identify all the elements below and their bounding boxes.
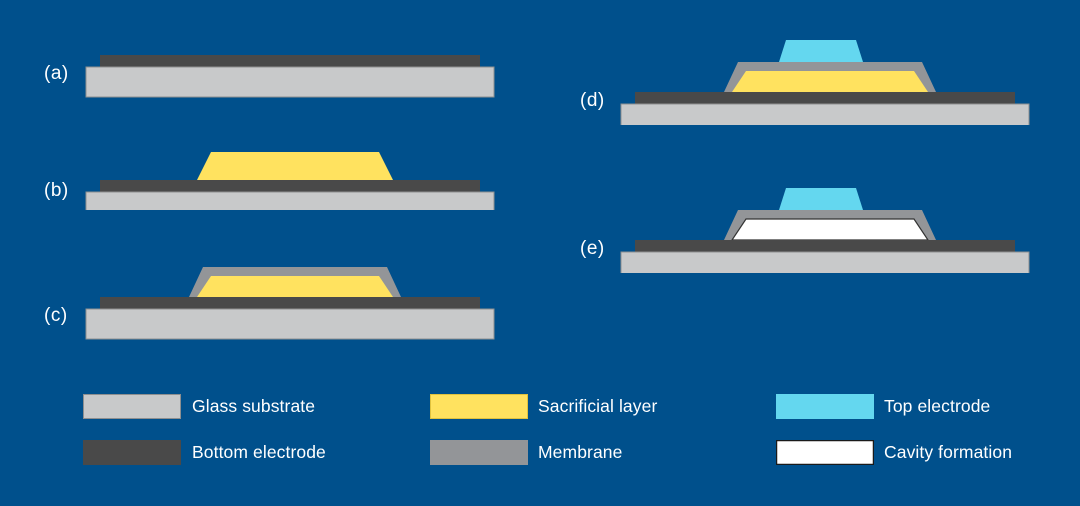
layer-bottom-electrode: [635, 240, 1015, 252]
layer-cavity: [730, 218, 930, 241]
layer-sacrificial: [197, 276, 393, 297]
layer-glass-substrate: [85, 191, 495, 210]
panel-b-diagram: [85, 152, 495, 210]
legend-label-bottom-electrode: Bottom electrode: [192, 442, 326, 462]
layer-glass-substrate: [85, 308, 495, 340]
layer-bottom-electrode: [100, 55, 480, 67]
legend-label-sacrificial-layer: Sacrificial layer: [538, 396, 658, 416]
panel-label-e: (e): [580, 238, 605, 259]
panel-label-a: (a): [44, 63, 69, 84]
layer-glass-substrate: [620, 103, 1030, 125]
panel-label-d: (d): [580, 90, 605, 111]
layer-bottom-electrode: [100, 180, 480, 192]
layer-top-electrode: [779, 188, 863, 210]
legend-swatch-glass-substrate: [83, 394, 181, 419]
layer-sacrificial: [732, 71, 928, 92]
panel-e-diagram: [620, 188, 1030, 273]
panel-d-diagram: [620, 40, 1030, 125]
legend-swatch-top-electrode: [776, 394, 874, 419]
legend-swatch-membrane: [430, 440, 528, 465]
legend-label-glass-substrate: Glass substrate: [192, 396, 316, 416]
layer-glass-substrate: [85, 66, 495, 98]
legend-label-membrane: Membrane: [538, 442, 623, 462]
legend-label-cavity-formation: Cavity formation: [884, 442, 1013, 462]
layer-top-electrode: [779, 40, 863, 62]
legend-swatch-sacrificial-layer: [430, 394, 528, 419]
panel-a-diagram: [85, 55, 495, 98]
layer-bottom-electrode: [635, 92, 1015, 104]
layer-bottom-electrode: [100, 297, 480, 309]
legend-label-top-electrode: Top electrode: [884, 396, 991, 416]
panel-label-b: (b): [44, 180, 69, 201]
panel-label-c: (c): [44, 305, 68, 326]
layer-glass-substrate: [620, 251, 1030, 273]
layer-sacrificial: [197, 152, 393, 180]
legend-swatch-cavity-formation: [776, 440, 874, 465]
panel-c-diagram: [85, 267, 495, 340]
legend-swatch-bottom-electrode: [83, 440, 181, 465]
